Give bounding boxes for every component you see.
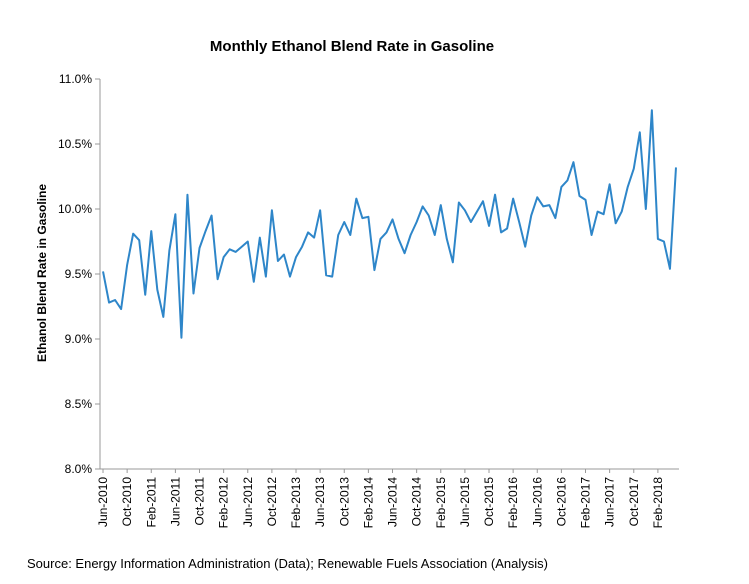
x-tick-label: Jun-2010: [96, 477, 110, 527]
x-tick-label: Feb-2017: [579, 477, 593, 529]
x-tick-label: Jun-2013: [313, 477, 327, 527]
chart-title: Monthly Ethanol Blend Rate in Gasoline: [210, 38, 494, 55]
x-tick-label: Oct-2015: [482, 477, 496, 527]
x-tick-label: Oct-2017: [627, 477, 641, 527]
y-tick-label: 9.5%: [65, 267, 93, 281]
x-tick-label: Oct-2010: [120, 477, 134, 527]
x-tick-label: Feb-2018: [651, 477, 665, 529]
x-tick-label: Oct-2012: [265, 477, 279, 527]
x-tick-label: Feb-2013: [289, 477, 303, 529]
x-ticks: Jun-2010 Oct-2010 Feb-2011 Jun-2011 Oct-2011…: [96, 469, 665, 528]
x-tick-label: Feb-2016: [506, 477, 520, 529]
x-tick-label: Oct-2014: [410, 477, 424, 527]
y-ticks: 8.0% 8.5% 9.0% 9.5% 10.0% 10.5% 11.0%: [58, 72, 100, 476]
series-line: [102, 109, 677, 339]
x-tick-label: Jun-2015: [458, 477, 472, 527]
x-tick-label: Oct-2011: [193, 477, 207, 526]
axes: [99, 79, 679, 470]
x-tick-label: Feb-2015: [434, 477, 448, 529]
x-tick-label: Jun-2011: [168, 477, 182, 526]
x-tick-label: Oct-2016: [554, 477, 568, 527]
y-tick-label: 10.5%: [58, 137, 92, 151]
source-note: Source: Energy Information Administratio…: [27, 556, 548, 571]
y-tick-label: 8.5%: [65, 397, 93, 411]
x-tick-label: Feb-2012: [217, 477, 231, 529]
y-tick-label: 8.0%: [65, 462, 93, 476]
series: [102, 109, 677, 339]
x-tick-label: Jun-2017: [603, 477, 617, 527]
x-tick-label: Jun-2012: [241, 477, 255, 527]
x-tick-label: Jun-2014: [386, 477, 400, 527]
y-tick-label: 10.0%: [58, 202, 92, 216]
y-tick-label: 11.0%: [59, 72, 92, 86]
x-tick-label: Oct-2013: [337, 477, 351, 527]
x-tick-label: Jun-2016: [530, 477, 544, 527]
y-axis-label: Ethanol Blend Rate in Gasoline: [35, 184, 49, 362]
x-tick-label: Feb-2014: [361, 477, 375, 529]
x-tick-label: Feb-2011: [144, 477, 158, 528]
y-tick-label: 9.0%: [65, 332, 93, 346]
